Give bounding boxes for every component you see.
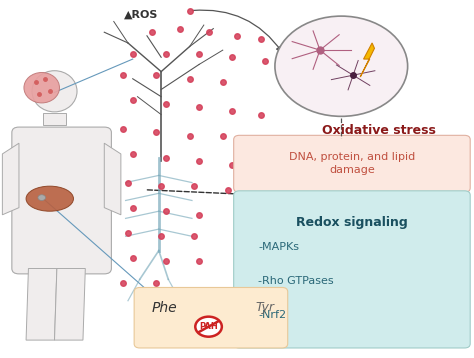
Polygon shape — [104, 143, 121, 215]
Polygon shape — [360, 43, 374, 77]
FancyBboxPatch shape — [234, 135, 470, 192]
Text: Phe: Phe — [152, 301, 177, 315]
Text: -Nrf2: -Nrf2 — [258, 310, 286, 320]
Text: Redox signaling: Redox signaling — [296, 216, 408, 229]
Text: ▲ROS: ▲ROS — [124, 9, 159, 19]
Text: -Rho GTPases: -Rho GTPases — [258, 276, 334, 286]
FancyBboxPatch shape — [134, 287, 288, 348]
Text: PAH: PAH — [199, 322, 218, 331]
Circle shape — [195, 317, 222, 337]
Circle shape — [38, 195, 46, 200]
Polygon shape — [2, 143, 19, 215]
Circle shape — [275, 16, 408, 116]
Text: DNA, protein, and lipid
damage: DNA, protein, and lipid damage — [289, 152, 415, 175]
Text: Oxidative stress: Oxidative stress — [322, 124, 436, 137]
Text: Tyr: Tyr — [256, 301, 275, 314]
Polygon shape — [26, 268, 57, 340]
Ellipse shape — [26, 186, 73, 211]
Ellipse shape — [32, 71, 77, 112]
Ellipse shape — [24, 73, 60, 103]
Polygon shape — [55, 268, 85, 340]
Text: -MAPKs: -MAPKs — [258, 242, 299, 252]
FancyBboxPatch shape — [234, 191, 470, 348]
Polygon shape — [43, 113, 66, 125]
FancyBboxPatch shape — [12, 127, 111, 274]
